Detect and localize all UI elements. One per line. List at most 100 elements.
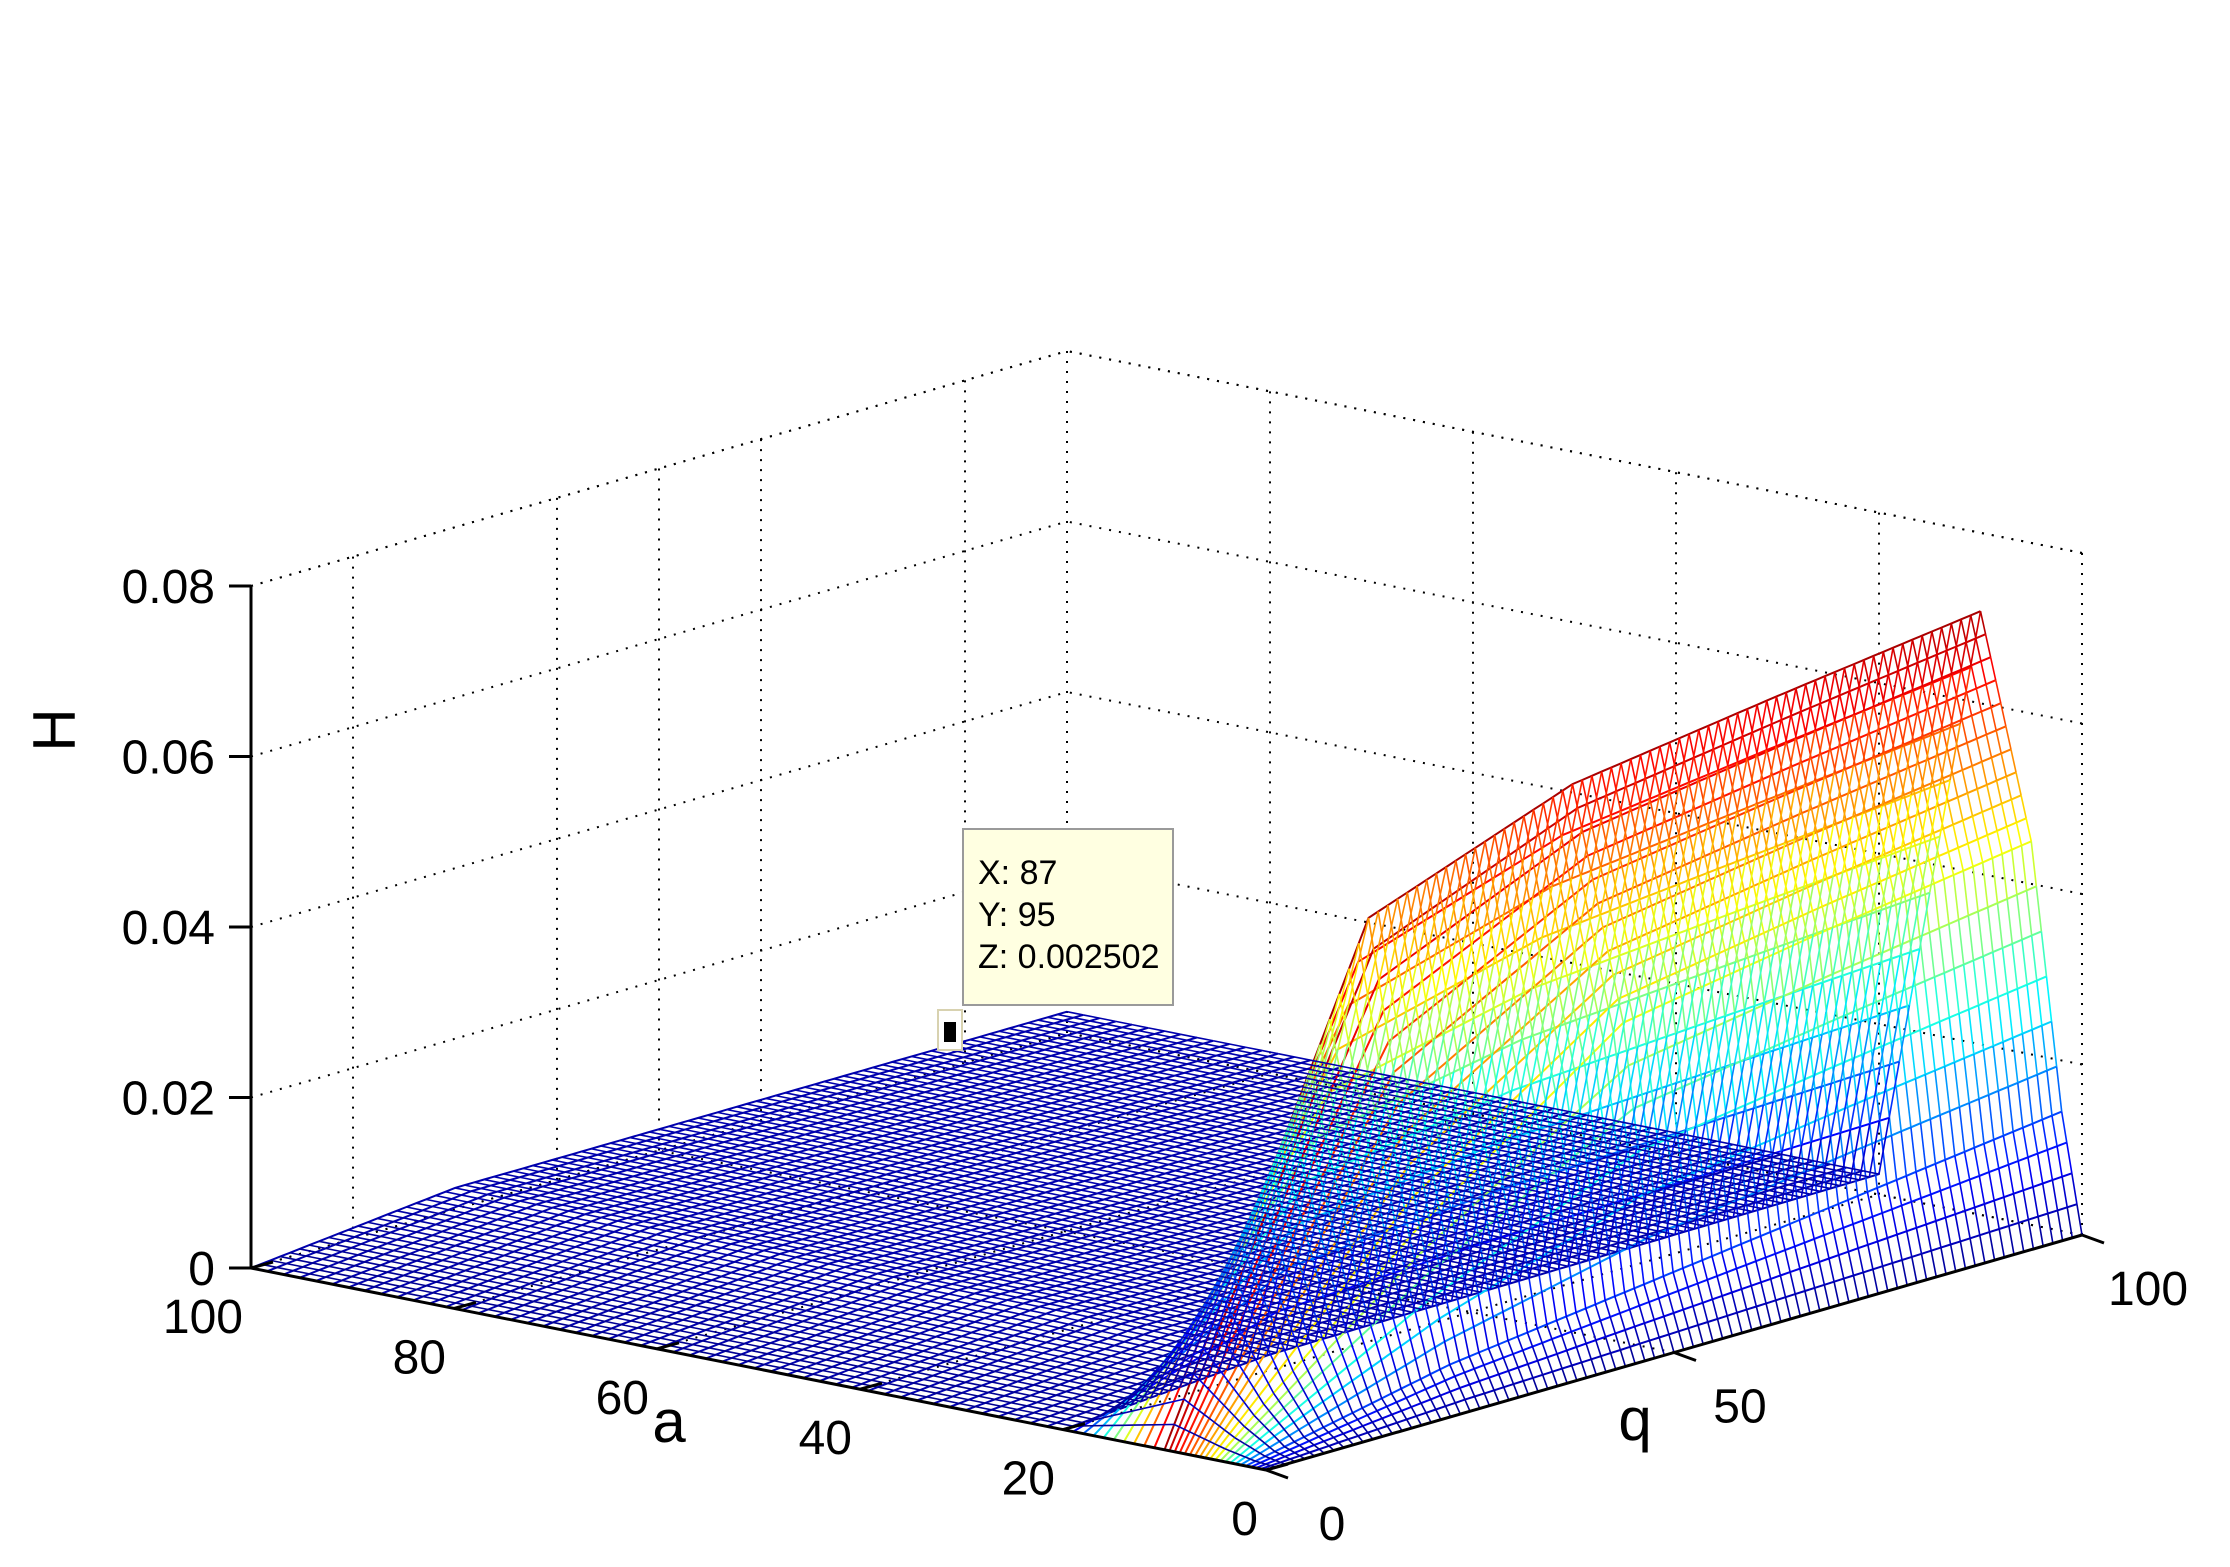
surface-col bbox=[1578, 1036, 1586, 1062]
surface-col bbox=[1548, 1003, 1556, 1030]
surface-col bbox=[587, 1180, 605, 1186]
surface-col bbox=[811, 1139, 828, 1145]
surface-col bbox=[1216, 1149, 1234, 1155]
surface-col bbox=[1626, 1046, 1639, 1100]
surface-col bbox=[837, 1187, 855, 1193]
surface-col bbox=[1134, 1393, 1151, 1399]
surface-col bbox=[1629, 754, 1642, 808]
surface-col bbox=[1648, 1301, 1655, 1321]
surface-col bbox=[1473, 1235, 1491, 1241]
surface-col bbox=[903, 1357, 921, 1363]
surface-col bbox=[1078, 1319, 1096, 1325]
surface-col bbox=[1813, 1287, 1821, 1311]
surface-col bbox=[912, 1174, 929, 1180]
surface-col bbox=[1656, 1036, 1668, 1090]
surface-col bbox=[885, 1102, 903, 1108]
surface-col bbox=[1058, 1203, 1075, 1209]
surface-col bbox=[1267, 1383, 1275, 1394]
surface-col bbox=[977, 1235, 994, 1241]
surface-col bbox=[1285, 1177, 1302, 1183]
surface-col bbox=[1648, 1340, 1656, 1359]
surface-col bbox=[843, 1098, 861, 1104]
surface-col bbox=[1325, 1167, 1338, 1213]
surface-col bbox=[1421, 1210, 1439, 1216]
surface-col bbox=[1052, 1320, 1070, 1326]
surface-col bbox=[588, 1260, 605, 1266]
surface-col bbox=[626, 1145, 644, 1151]
surface-col bbox=[1313, 1431, 1320, 1438]
surface-col bbox=[1726, 762, 1738, 816]
surface-col bbox=[497, 1218, 514, 1224]
surface-col bbox=[481, 1301, 498, 1307]
surface-col bbox=[1049, 1387, 1067, 1393]
surface-col bbox=[1181, 1200, 1199, 1205]
surface-col bbox=[1600, 767, 1613, 820]
surface-col bbox=[1592, 992, 1600, 1018]
surface-col bbox=[1675, 1079, 1687, 1134]
surface-col bbox=[1259, 1172, 1272, 1200]
surface-col bbox=[1561, 831, 1573, 883]
surface-col bbox=[1211, 1263, 1228, 1269]
surface-col bbox=[967, 1238, 985, 1244]
surface-col bbox=[944, 1156, 962, 1162]
surface-col bbox=[1051, 1221, 1069, 1227]
surface-col bbox=[669, 1305, 687, 1310]
surface-col bbox=[1599, 862, 1612, 915]
surface-col bbox=[1777, 951, 1785, 997]
surface-col bbox=[801, 1166, 819, 1172]
surface-col bbox=[1677, 831, 1689, 885]
surface-col bbox=[1236, 1192, 1254, 1197]
surface-col bbox=[1362, 1425, 1369, 1434]
surface-col bbox=[1423, 1303, 1431, 1326]
surface-col bbox=[1124, 1341, 1141, 1347]
surface-col bbox=[892, 1132, 909, 1138]
surface-col bbox=[1612, 974, 1619, 1000]
surface-col bbox=[873, 1233, 891, 1239]
surface-col bbox=[717, 1135, 734, 1141]
surface-col bbox=[558, 1214, 576, 1219]
surface-col bbox=[688, 1215, 706, 1221]
grid-line-top bbox=[1066, 350, 2083, 554]
surface-col bbox=[633, 1223, 651, 1229]
surface-col bbox=[873, 1257, 891, 1263]
surface-col bbox=[740, 1240, 758, 1246]
surface-col bbox=[1294, 1452, 1301, 1457]
surface-col bbox=[1639, 1343, 1646, 1362]
surface-col bbox=[1460, 1247, 1478, 1253]
surface-col bbox=[932, 1289, 949, 1295]
surface-col bbox=[741, 1325, 758, 1330]
surface-col bbox=[1085, 1383, 1102, 1389]
surface-col bbox=[1260, 1169, 1272, 1195]
surface-col bbox=[1818, 1261, 1826, 1285]
surface-col bbox=[834, 1270, 852, 1275]
surface-col bbox=[801, 1142, 819, 1148]
surface-col bbox=[629, 1184, 647, 1190]
surface-col bbox=[763, 1278, 781, 1284]
surface-col bbox=[1152, 1184, 1169, 1190]
surface-col bbox=[1126, 1280, 1144, 1286]
surface-col bbox=[1534, 985, 1541, 1013]
surface-col bbox=[1243, 1222, 1260, 1228]
surface-col bbox=[1385, 976, 1398, 1023]
surface-col bbox=[1470, 1007, 1478, 1037]
surface-col bbox=[792, 1324, 810, 1330]
surface-col bbox=[960, 1136, 978, 1142]
surface-col bbox=[947, 1195, 965, 1201]
surface-col bbox=[762, 1153, 780, 1159]
surface-col bbox=[523, 1304, 541, 1310]
surface-col bbox=[1369, 1281, 1377, 1300]
surface-col bbox=[442, 1259, 459, 1265]
surface-col bbox=[694, 1197, 712, 1203]
surface-col bbox=[747, 1246, 764, 1252]
surface-col bbox=[1006, 1275, 1024, 1281]
surface-col bbox=[1263, 1403, 1270, 1412]
surface-col bbox=[1736, 1312, 1743, 1334]
surface-col bbox=[1327, 1431, 1335, 1439]
surface-col bbox=[1390, 1352, 1397, 1372]
surface-col bbox=[857, 1182, 874, 1188]
surface-col bbox=[880, 1239, 897, 1245]
surface-col bbox=[957, 1169, 975, 1174]
surface-col bbox=[1199, 1435, 1206, 1440]
surface-col bbox=[1763, 1096, 1771, 1141]
surface-col bbox=[1380, 1304, 1397, 1310]
